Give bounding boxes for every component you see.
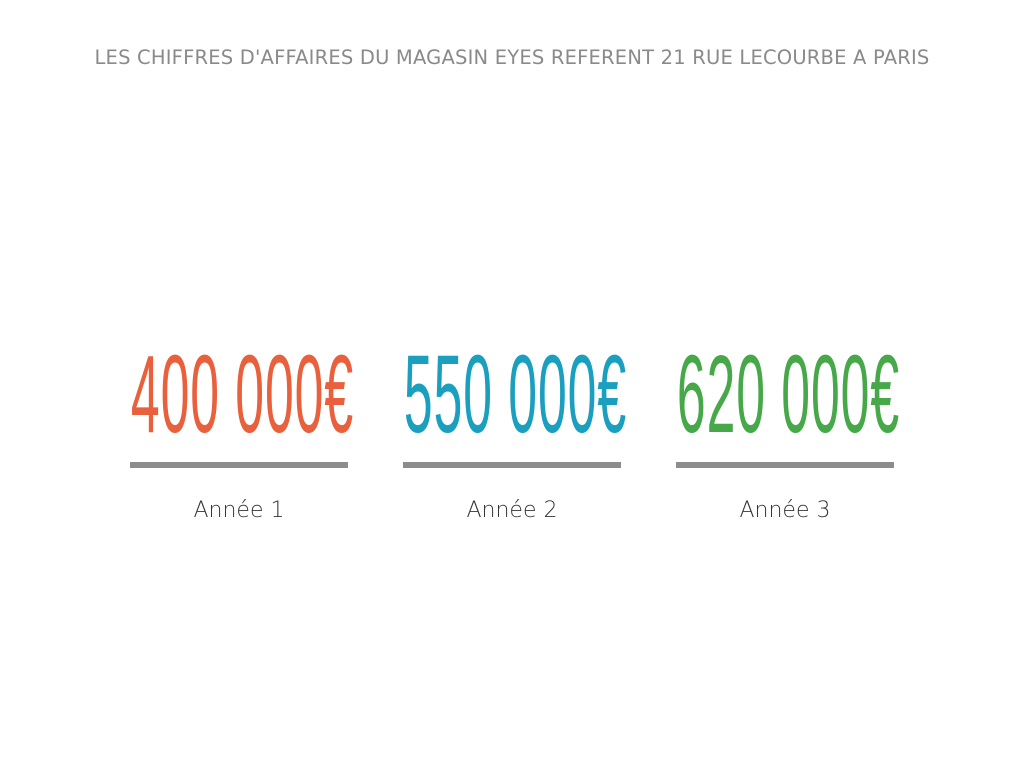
page-title: LES CHIFFRES D'AFFAIRES DU MAGASIN EYES … xyxy=(94,46,930,69)
stat-year-3: 620 000€ Année 3 xyxy=(676,333,901,540)
divider xyxy=(130,462,348,468)
divider xyxy=(403,462,621,468)
stat-value: 400 000€ xyxy=(130,333,355,456)
stat-year-1: 400 000€ Année 1 xyxy=(130,333,355,540)
stat-label: Année 1 xyxy=(193,498,285,523)
stat-label: Année 3 xyxy=(739,498,831,523)
stat-label: Année 2 xyxy=(466,498,558,523)
stat-value: 620 000€ xyxy=(676,333,901,456)
stat-year-2: 550 000€ Année 2 xyxy=(403,333,628,540)
divider xyxy=(676,462,894,468)
stat-value: 550 000€ xyxy=(403,333,628,456)
